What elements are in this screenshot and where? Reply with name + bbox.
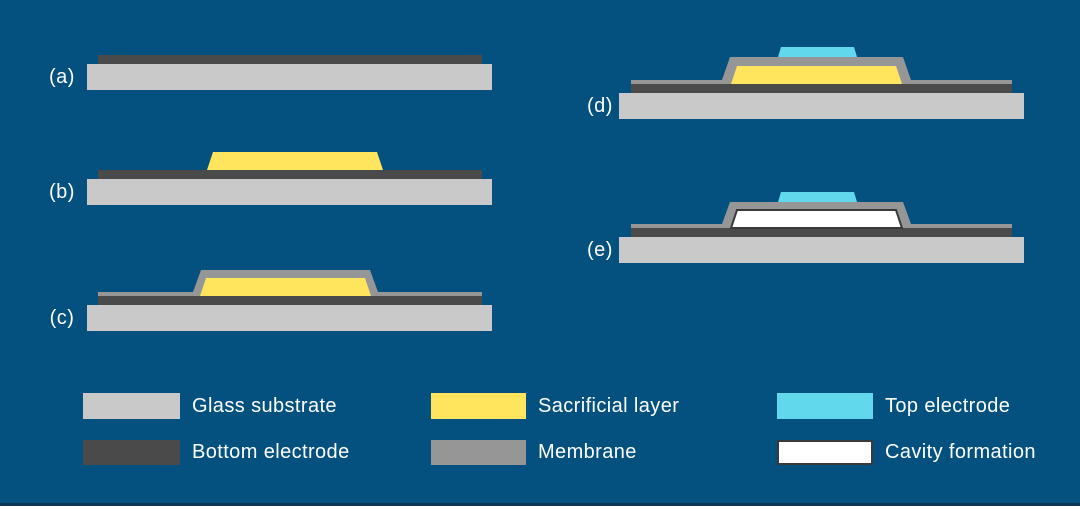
sacrificial-layer [731, 66, 902, 84]
glass-substrate-layer [87, 305, 492, 331]
top-electrode-layer [778, 47, 857, 57]
bottom-electrode-layer [98, 170, 482, 179]
bottom-electrode-layer [98, 296, 482, 305]
legend-label: Top electrode [885, 394, 1011, 417]
panel-label-a: (a) [49, 66, 75, 88]
panel-label-c: (c) [49, 307, 75, 329]
panel-label-d: (d) [587, 95, 613, 117]
panel-label-b: (b) [49, 181, 75, 203]
sacrificial-layer-swatch [431, 393, 526, 419]
panel-c [87, 270, 492, 331]
bottom-electrode-layer [631, 228, 1012, 237]
legend-item-top-electrode: Top electrode [777, 393, 1010, 419]
panel-label-e: (e) [587, 239, 613, 261]
legend-label: Cavity formation [885, 441, 1036, 463]
legend-item-cavity-formation: Cavity formation [777, 440, 1036, 465]
glass-substrate-swatch [83, 393, 180, 419]
cavity-region [729, 209, 904, 229]
top-electrode-layer [778, 192, 857, 202]
bottom-electrode-swatch [83, 440, 180, 465]
legend-item-sacrificial-layer: Sacrificial layer [431, 393, 679, 419]
panel-b [87, 152, 492, 205]
legend-label: Glass substrate [192, 394, 337, 417]
panel-d [619, 47, 1024, 119]
bottom-edge-strip [0, 503, 1080, 506]
legend-item-glass-substrate: Glass substrate [83, 393, 337, 419]
sacrificial-layer [200, 278, 371, 296]
glass-substrate-layer [87, 179, 492, 205]
legend-item-bottom-electrode: Bottom electrode [83, 440, 350, 465]
bottom-electrode-layer [631, 84, 1012, 93]
panel-e [619, 192, 1024, 263]
bottom-electrode-layer [98, 55, 482, 64]
sacrificial-layer [207, 152, 383, 170]
legend-label: Membrane [538, 441, 637, 463]
membrane-swatch [431, 440, 526, 465]
cavity-formation-swatch [777, 440, 873, 465]
legend-label: Sacrificial layer [538, 394, 680, 417]
legend-label: Bottom electrode [192, 441, 350, 463]
legend-item-membrane: Membrane [431, 440, 637, 465]
panel-a [87, 55, 492, 90]
glass-substrate-layer [619, 93, 1024, 119]
glass-substrate-layer [87, 64, 492, 90]
glass-substrate-layer [619, 237, 1024, 263]
top-electrode-swatch [777, 393, 873, 419]
